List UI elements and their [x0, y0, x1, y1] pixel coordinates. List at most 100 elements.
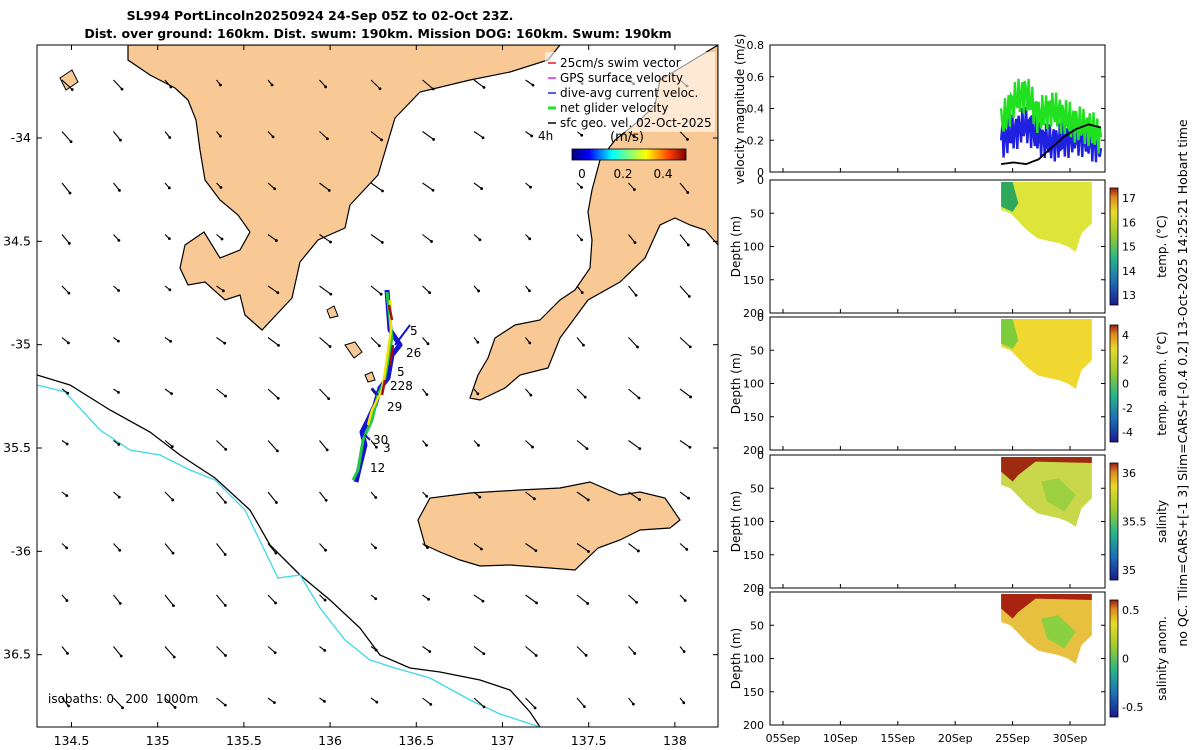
current-arrow — [628, 646, 636, 654]
glider-track-red — [380, 304, 395, 396]
current-arrow — [113, 131, 121, 141]
side-note: no QC. Tlim=CARS+[-1 3] Slim=CARS+[-0.4 … — [1175, 119, 1190, 647]
current-arrow — [164, 543, 174, 554]
current-arrow-head — [172, 655, 176, 659]
current-arrow — [473, 79, 485, 88]
current-arrow — [576, 337, 584, 346]
map-xtick-label: 135.5 — [226, 733, 262, 748]
map-xtick-label: 136.5 — [398, 733, 434, 748]
section-ytick: 150 — [743, 411, 764, 424]
current-arrow — [61, 131, 72, 143]
isobath-note: isobaths: 0 200 1000m — [48, 692, 198, 706]
current-arrow — [267, 440, 278, 452]
current-arrow-head — [276, 396, 280, 400]
map-ytick-label: -34 — [11, 130, 31, 145]
current-arrow-head — [117, 443, 121, 446]
current-arrow-head — [535, 601, 538, 605]
current-arrow-head — [428, 291, 432, 295]
current-arrow-head — [224, 500, 227, 504]
current-arrow-head — [585, 447, 589, 451]
current-arrow-head — [586, 498, 590, 502]
current-arrow-head — [327, 397, 331, 401]
current-arrow — [113, 697, 123, 709]
current-arrow — [319, 543, 326, 551]
current-arrow-head — [476, 392, 480, 396]
current-arrow-head — [583, 395, 587, 399]
legend-label: 25cm/s swim vector — [560, 56, 681, 70]
current-arrow-head — [324, 548, 327, 552]
current-arrow-head — [323, 700, 326, 703]
colorbar-tick: 4 — [1122, 329, 1129, 342]
current-arrow — [525, 543, 537, 552]
current-arrow-head — [534, 654, 538, 657]
velocity-series-line — [1000, 123, 1102, 166]
track-label-2: 26 — [406, 346, 421, 360]
current-arrow — [319, 234, 331, 243]
current-arrow — [422, 234, 432, 242]
isobath-1000m — [37, 384, 541, 727]
section-ytick: 50 — [750, 482, 764, 495]
current-arrow-head — [528, 289, 531, 293]
map-xtick-label: 138 — [663, 733, 687, 748]
current-arrow — [628, 234, 636, 243]
current-arrow-head — [380, 138, 384, 142]
velocity-ytick: 0.4 — [747, 103, 765, 116]
current-arrow-head — [737, 444, 740, 447]
current-arrow-head — [377, 344, 381, 348]
current-arrow-head — [686, 191, 690, 194]
current-arrow-head — [633, 188, 636, 191]
velocity-series-line — [999, 78, 1103, 154]
current-arrow — [525, 491, 535, 500]
current-arrow — [267, 646, 276, 654]
current-arrow-head — [66, 391, 70, 395]
colorbar-tick: 36 — [1122, 467, 1136, 480]
velocity-ytick: 0.2 — [747, 134, 765, 147]
current-arrow-head — [224, 654, 227, 657]
current-arrow-head — [482, 85, 486, 89]
section-ylabel: Depth (m) — [729, 216, 743, 277]
section-ytick: 50 — [750, 207, 764, 220]
current-arrow — [319, 182, 330, 191]
current-arrow-head — [482, 705, 486, 709]
current-arrow — [216, 543, 226, 555]
colorbar-label: salinity — [1155, 500, 1169, 543]
current-arrow — [370, 79, 381, 90]
current-arrow-head — [70, 88, 74, 91]
current-arrow-head — [637, 396, 641, 400]
current-arrow-head — [65, 546, 69, 550]
section-ytick: 150 — [743, 686, 764, 699]
current-arrow-head — [275, 449, 279, 453]
current-arrow — [267, 491, 277, 503]
section-ytick: 100 — [743, 516, 764, 529]
current-arrow-head — [65, 442, 69, 446]
current-arrow-head — [534, 549, 538, 553]
current-arrow-head — [378, 87, 382, 91]
current-arrow-head — [169, 339, 173, 343]
current-arrow-head — [223, 604, 227, 607]
current-arrow-head — [689, 395, 692, 399]
current-arrow-head — [223, 553, 227, 556]
current-arrow-head — [682, 650, 686, 653]
isobath-200m — [37, 374, 541, 727]
current-arrow-head — [734, 598, 737, 601]
section-ytick: 0 — [757, 311, 764, 324]
current-arrow — [679, 337, 691, 348]
title-line-1: SL994 PortLincoln20250924 24-Sep 05Z to … — [127, 8, 514, 23]
current-arrow-head — [323, 598, 327, 602]
legend-label: net glider velocity — [560, 101, 668, 115]
current-arrow-head — [686, 243, 690, 247]
map-y-ticks: -34 34.5 -35 35.5 -36 36.5 — [3, 130, 718, 662]
current-arrow-head — [533, 706, 537, 710]
current-arrow-head — [480, 547, 483, 551]
track-label-3: 5 — [397, 365, 405, 379]
current-arrow-head — [223, 341, 227, 345]
current-arrow-head — [482, 652, 486, 656]
current-arrow-head — [118, 188, 121, 192]
time-tick-label: 25Sep — [995, 732, 1030, 745]
colorbar-tick: 13 — [1122, 289, 1136, 302]
velocity-ytick: 0.6 — [747, 71, 765, 84]
current-arrow — [61, 285, 70, 294]
current-arrow — [319, 388, 330, 399]
current-arrow-head — [324, 498, 328, 502]
time-tick-label: 15Sep — [880, 732, 915, 745]
